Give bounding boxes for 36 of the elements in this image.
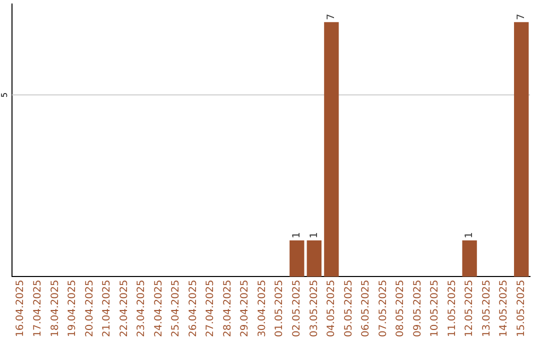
x-tick-label: 13.05.2025 xyxy=(481,280,492,338)
x-tick-label: 30.04.2025 xyxy=(256,280,268,338)
x-tick-label: 07.05.2025 xyxy=(378,280,389,338)
x-tick-label: 15.05.2025 xyxy=(516,280,527,338)
x-tick-label: 01.05.2025 xyxy=(274,280,286,338)
x-tick-label: 05.05.2025 xyxy=(343,280,354,338)
data-label: 7 xyxy=(516,14,527,20)
x-tick-label: 22.04.2025 xyxy=(118,280,130,338)
x-tick-label: 04.05.2025 xyxy=(326,280,338,338)
x-tick-label: 19.04.2025 xyxy=(67,280,78,338)
x-tick-label: 25.04.2025 xyxy=(170,280,182,338)
x-tick-label: 20.04.2025 xyxy=(84,280,96,338)
x-tick-label: 11.05.2025 xyxy=(446,280,458,338)
data-label: 7 xyxy=(326,14,338,20)
x-tick-label: 27.04.2025 xyxy=(205,280,216,338)
x-tick-label: 12.05.2025 xyxy=(464,280,476,338)
x-tick-label: 16.04.2025 xyxy=(15,280,26,338)
data-label: 1 xyxy=(308,232,320,238)
x-tick-label: 10.05.2025 xyxy=(430,280,441,338)
ref-line-label: 5 xyxy=(0,92,10,98)
x-tick-label: 08.05.2025 xyxy=(395,280,406,338)
x-tick-label: 24.04.2025 xyxy=(153,280,164,338)
x-tick-label: 09.05.2025 xyxy=(412,280,424,338)
x-tick-label: 21.04.2025 xyxy=(102,280,113,338)
x-tick-label: 23.04.2025 xyxy=(136,280,148,338)
x-tick-label: 03.05.2025 xyxy=(308,280,320,338)
x-tick-label: 02.05.2025 xyxy=(291,280,302,338)
x-tick-label: 18.04.2025 xyxy=(50,280,61,338)
data-label: 1 xyxy=(291,232,302,238)
x-tick-label: 28.04.2025 xyxy=(222,280,234,338)
x-tick-label: 26.04.2025 xyxy=(188,280,199,338)
x-tick-label: 14.05.2025 xyxy=(498,280,510,338)
data-label: 1 xyxy=(464,232,476,238)
x-tick-label: 29.04.2025 xyxy=(240,280,251,338)
x-tick-label: 06.05.2025 xyxy=(360,280,372,338)
x-tick-label: 17.04.2025 xyxy=(32,280,44,338)
